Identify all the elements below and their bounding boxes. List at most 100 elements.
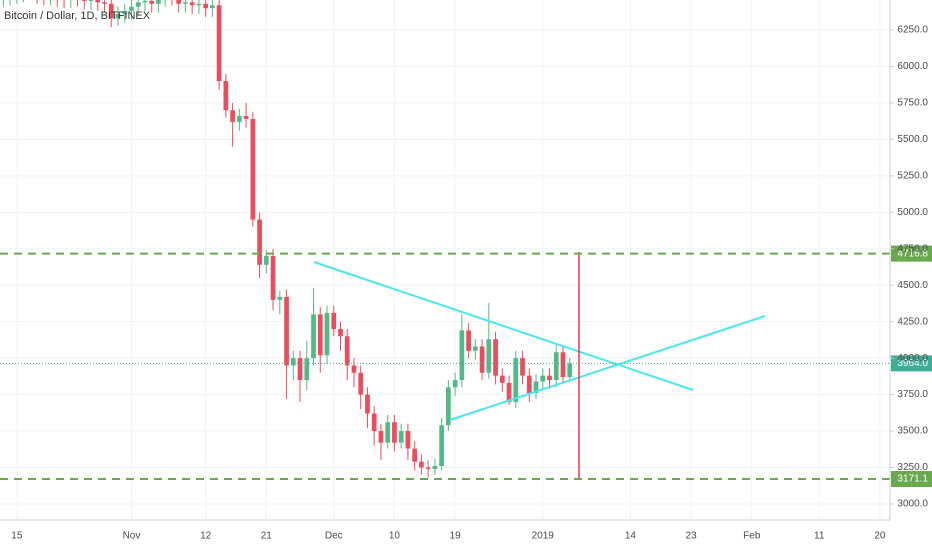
level-label: 4716.8 — [897, 248, 928, 259]
candle-body — [88, 0, 94, 1]
candle-body — [344, 336, 350, 366]
level-label: 3964.0 — [897, 358, 928, 369]
x-tick-label: 21 — [261, 531, 273, 542]
candle-body — [479, 346, 485, 373]
candle-body — [149, 0, 155, 4]
candle-body — [371, 413, 377, 432]
candle-body — [392, 422, 397, 443]
candle-body — [257, 219, 262, 265]
x-tick-label: 11 — [814, 531, 825, 542]
candle-body — [432, 466, 438, 469]
x-tick-label: 14 — [625, 531, 637, 542]
candle-body — [439, 425, 444, 467]
candle-body — [567, 363, 573, 378]
y-tick-label: 5500.0 — [897, 134, 928, 145]
candle-body — [176, 0, 182, 4]
trend-line — [449, 315, 766, 421]
candle-body — [81, 0, 87, 1]
candle-body — [419, 461, 424, 468]
x-tick-label: Nov — [123, 531, 141, 542]
level-label: 3171.1 — [897, 474, 928, 485]
candle-body — [446, 387, 451, 426]
x-tick-label: Feb — [743, 531, 761, 542]
chart-title: Bitcoin / Dollar, 1D, BITFINEX — [4, 10, 151, 22]
y-tick-label: 3750.0 — [897, 389, 928, 400]
candle-body — [216, 5, 222, 82]
level-label-box — [891, 245, 932, 262]
candle-body — [102, 2, 107, 4]
x-tick-label: 20 — [874, 531, 886, 542]
y-tick-label: 3250.0 — [897, 462, 928, 473]
y-tick-label: 3500.0 — [897, 426, 928, 437]
candle-body — [297, 358, 303, 381]
candle-body — [243, 116, 249, 119]
candle-body — [378, 431, 384, 443]
candle-body — [331, 312, 337, 329]
x-tick-label: 10 — [389, 531, 401, 542]
candle-body — [108, 3, 114, 19]
candle-body — [540, 375, 546, 382]
x-tick-label: 23 — [686, 531, 698, 542]
y-tick-label: 6250.0 — [897, 25, 928, 36]
candle-body — [263, 256, 269, 265]
x-tick-label: Dec — [325, 531, 343, 542]
candle-body — [270, 256, 276, 300]
candle-body — [365, 394, 370, 414]
candle-body — [122, 11, 128, 14]
candle-body — [156, 0, 161, 4]
y-tick-label: 5000.0 — [897, 207, 928, 218]
candle-body — [223, 81, 229, 111]
candle-body — [499, 375, 505, 383]
x-tick-label: 2019 — [532, 531, 555, 542]
candle-body — [560, 352, 566, 378]
candle-body — [317, 314, 323, 356]
trend-line — [313, 261, 694, 391]
candle-body — [405, 431, 411, 449]
candle-body — [129, 6, 134, 12]
candle-body — [95, 0, 101, 3]
x-tick-label: 12 — [200, 531, 212, 542]
levels: 4716.8 3171.1 3964.0 — [0, 245, 932, 488]
candle-body — [547, 375, 552, 381]
candle-body — [513, 358, 519, 402]
candle-body — [452, 380, 458, 388]
candle-body — [290, 358, 296, 366]
y-tick-label: 4500.0 — [897, 280, 928, 291]
y-tick-label: 5750.0 — [897, 98, 928, 109]
candle-body — [210, 5, 215, 9]
candle-body — [304, 358, 310, 381]
candle-body — [338, 328, 343, 337]
candle-body — [472, 346, 478, 351]
candle-body — [142, 0, 148, 3]
level-label-box — [891, 355, 932, 372]
x-tick-label: 15 — [11, 531, 23, 542]
candle-body — [203, 3, 209, 9]
candle-body — [250, 118, 256, 220]
y-tick-label: 4000.0 — [897, 353, 928, 364]
candles — [2, 0, 573, 478]
candle-body — [493, 339, 498, 376]
candle-body — [526, 375, 532, 394]
candle-body — [398, 431, 404, 443]
candle-body — [135, 2, 141, 7]
candle-body — [277, 296, 283, 300]
candle-body — [196, 3, 202, 6]
candle-body — [358, 372, 364, 395]
candle-body — [230, 110, 235, 122]
y-tick-label: 4750.0 — [897, 243, 928, 254]
level-label-box — [891, 471, 932, 488]
candle-body — [284, 296, 289, 366]
drawings — [313, 252, 766, 478]
candle-body — [425, 467, 431, 469]
candle-body — [385, 422, 391, 443]
y-tick-label: 4250.0 — [897, 316, 928, 327]
candle-body — [324, 312, 330, 356]
axes: 3000.0 3250.0 3500.0 3750.0 4000.0 4250.0 4500… — [11, 25, 928, 542]
candle-body — [183, 2, 188, 4]
candle-body — [189, 2, 195, 6]
candle-body — [520, 358, 525, 376]
candle-body — [506, 382, 512, 402]
candle-body — [236, 116, 242, 122]
